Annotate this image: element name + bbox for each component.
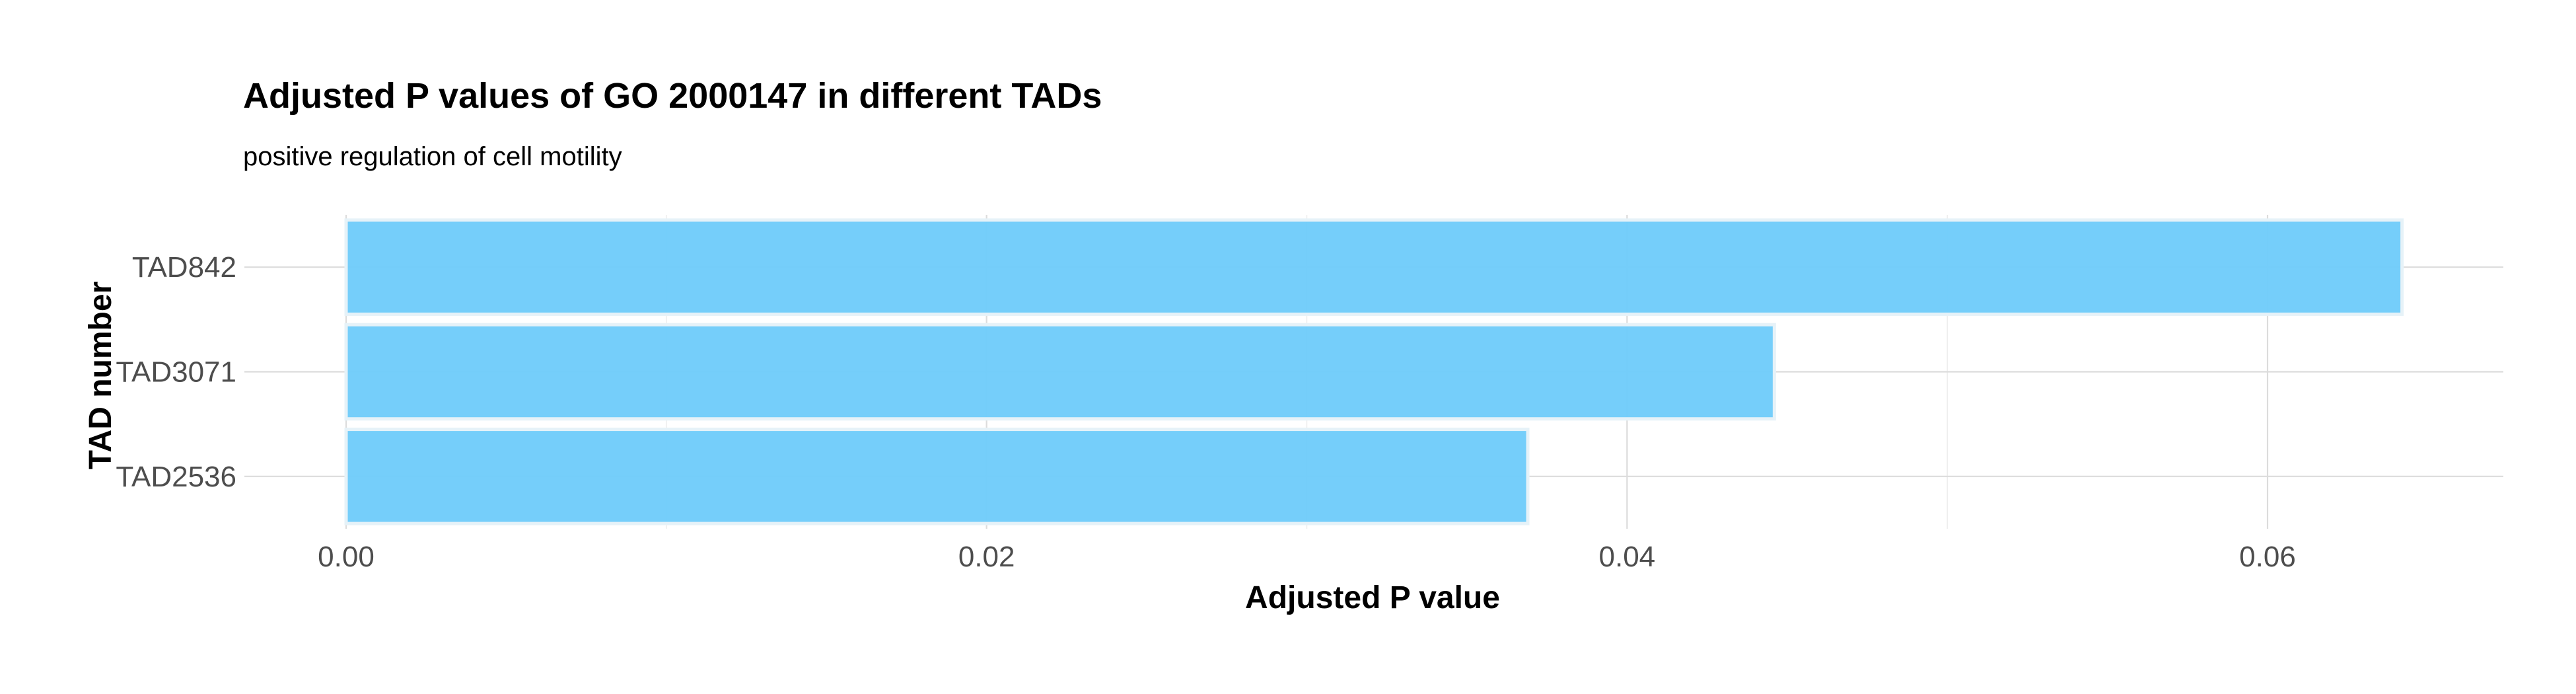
x-tick-label: 0.00 <box>318 541 375 573</box>
bar-tad842 <box>344 218 2404 316</box>
y-tick-label: TAD3071 <box>116 356 236 389</box>
bar-tad3071 <box>344 323 1776 421</box>
chart-title: Adjusted P values of GO 2000147 in diffe… <box>243 76 1102 116</box>
y-axis-title: TAD number <box>83 282 118 469</box>
bars <box>344 218 2404 525</box>
bar-tad2536 <box>344 428 1530 525</box>
y-tick-label: TAD2536 <box>116 461 236 493</box>
x-tick-label: 0.02 <box>958 541 1015 573</box>
chart-subtitle: positive regulation of cell motility <box>243 142 622 171</box>
x-tick-label: 0.06 <box>2239 541 2296 573</box>
x-tick-label: 0.04 <box>1599 541 1656 573</box>
y-tick-labels: TAD842 TAD3071 TAD2536 <box>116 251 236 493</box>
y-tick-label: TAD842 <box>132 251 236 284</box>
x-tick-labels: 0.00 0.02 0.04 0.06 <box>318 541 2296 573</box>
x-axis-title: Adjusted P value <box>1245 580 1500 615</box>
